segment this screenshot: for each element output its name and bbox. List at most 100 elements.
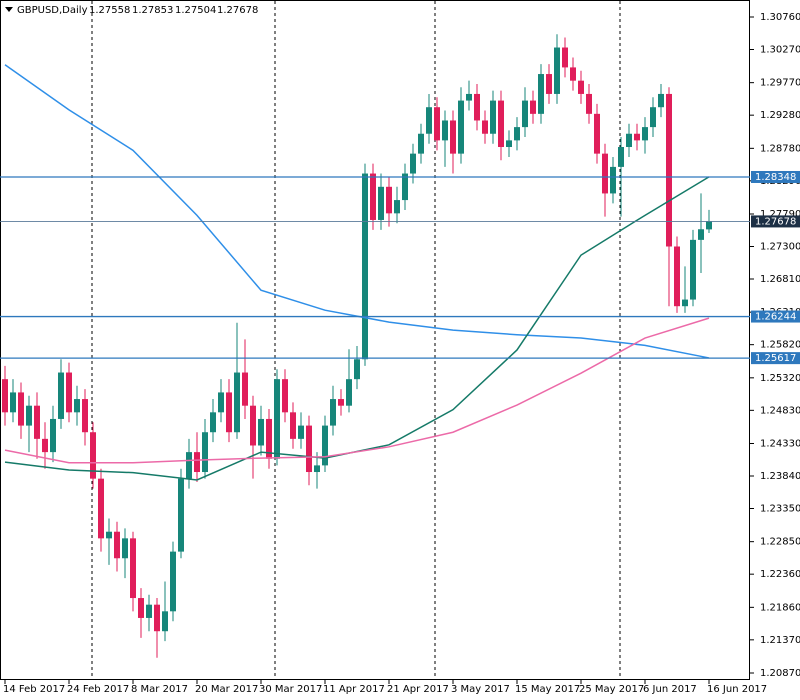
y-tick-label: 1.30270 [760, 45, 800, 56]
candle-body [210, 412, 216, 433]
header-close: 1.27678 [217, 5, 258, 16]
y-tick-label: 1.21860 [760, 602, 800, 613]
x-tick-label: 16 Jun 2017 [707, 684, 767, 695]
y-tick-label: 1.25320 [760, 373, 800, 384]
candle-body [354, 359, 360, 380]
candle-body [634, 133, 640, 141]
header-open: 1.27558 [89, 5, 130, 16]
candle-body [50, 418, 56, 453]
candle-body [490, 100, 496, 134]
candle-body [570, 67, 576, 81]
candle-body [362, 173, 368, 360]
y-tick-label: 1.30760 [760, 12, 800, 23]
candle-body [674, 246, 680, 307]
price-box [751, 215, 800, 228]
candle-body [162, 611, 168, 632]
candle-body [338, 399, 344, 406]
candle-body [42, 438, 48, 453]
candle-body [426, 107, 432, 134]
candle-body [610, 166, 616, 194]
candle-body [546, 74, 552, 94]
candle-body [114, 531, 120, 559]
x-tick-label: 6 Jun 2017 [643, 684, 697, 695]
candle-body [274, 379, 280, 459]
candle-body [106, 531, 112, 539]
candle-body [578, 80, 584, 94]
y-tick-label: 1.27300 [760, 242, 800, 253]
candle-body [314, 465, 320, 473]
candle-body [402, 173, 408, 201]
y-tick-label: 1.21370 [760, 635, 800, 646]
candle-body [698, 229, 704, 240]
candle-body [474, 93, 480, 121]
candle-body [322, 425, 328, 466]
x-tick-label: 20 Mar 2017 [195, 684, 258, 695]
candle-body [378, 186, 384, 220]
candle-body [2, 379, 8, 413]
candle-body [586, 93, 592, 114]
candle-body [34, 405, 40, 439]
level-label: 1.26244 [755, 312, 796, 323]
candle-body [90, 432, 96, 479]
x-tick-label: 11 Apr 2017 [323, 684, 385, 695]
header-low: 1.27504 [175, 5, 216, 16]
candle-body [186, 452, 192, 479]
level-box [751, 310, 800, 323]
candle-body [146, 604, 152, 618]
candle-body [58, 372, 64, 419]
y-tick-label: 1.23840 [760, 471, 800, 482]
header-high: 1.27853 [132, 5, 173, 16]
y-tick-label: 1.24830 [760, 405, 800, 416]
price-label: 1.27678 [755, 216, 796, 227]
candle-body [298, 425, 304, 439]
candle-body [594, 113, 600, 154]
candle-body [642, 127, 648, 141]
plot-frame [0, 0, 750, 680]
candle-body [602, 153, 608, 194]
candle-body [538, 74, 544, 114]
candle-body [138, 598, 144, 618]
candle-body [386, 186, 392, 214]
candle-body [154, 604, 160, 632]
candle-body [74, 399, 80, 413]
candle-body [554, 47, 560, 94]
candle-body [618, 147, 624, 167]
x-tick-label: 21 Apr 2017 [387, 684, 449, 695]
y-tick-label: 1.22850 [760, 537, 800, 548]
x-tick-label: 3 May 2017 [451, 684, 510, 695]
x-tick-label: 24 Feb 2017 [67, 684, 129, 695]
candle-body [410, 153, 416, 174]
candle-body [66, 372, 72, 413]
moving-average [4, 317, 710, 464]
candle-body [650, 107, 656, 128]
candle-body [370, 173, 376, 220]
candle-body [666, 93, 672, 247]
candle-body [394, 200, 400, 214]
candle-body [266, 418, 272, 459]
y-tick-label: 1.26810 [760, 274, 800, 285]
y-tick-label: 1.25820 [760, 340, 800, 351]
candle-body [434, 107, 440, 141]
candle-body [234, 372, 240, 433]
candle-body [250, 405, 256, 446]
y-tick-label: 1.29770 [760, 78, 800, 89]
x-tick-label: 8 Mar 2017 [131, 684, 188, 695]
candle-body [194, 452, 200, 473]
candle-body [330, 399, 336, 426]
level-box [751, 170, 800, 183]
candle-body [562, 47, 568, 68]
menu-arrow[interactable] [5, 7, 13, 12]
candle-body [690, 239, 696, 300]
candle-body [498, 100, 504, 148]
candle-body [450, 120, 456, 154]
y-tick-label: 1.27790 [760, 209, 800, 220]
candle-body [506, 140, 512, 148]
candle-body [442, 120, 448, 141]
candle-body [706, 221, 712, 230]
x-tick-label: 15 May 2017 [515, 684, 580, 695]
candle-body [202, 432, 208, 473]
candle-body [418, 133, 424, 154]
candle-body [482, 120, 488, 134]
y-tick-label: 1.29280 [760, 110, 800, 121]
